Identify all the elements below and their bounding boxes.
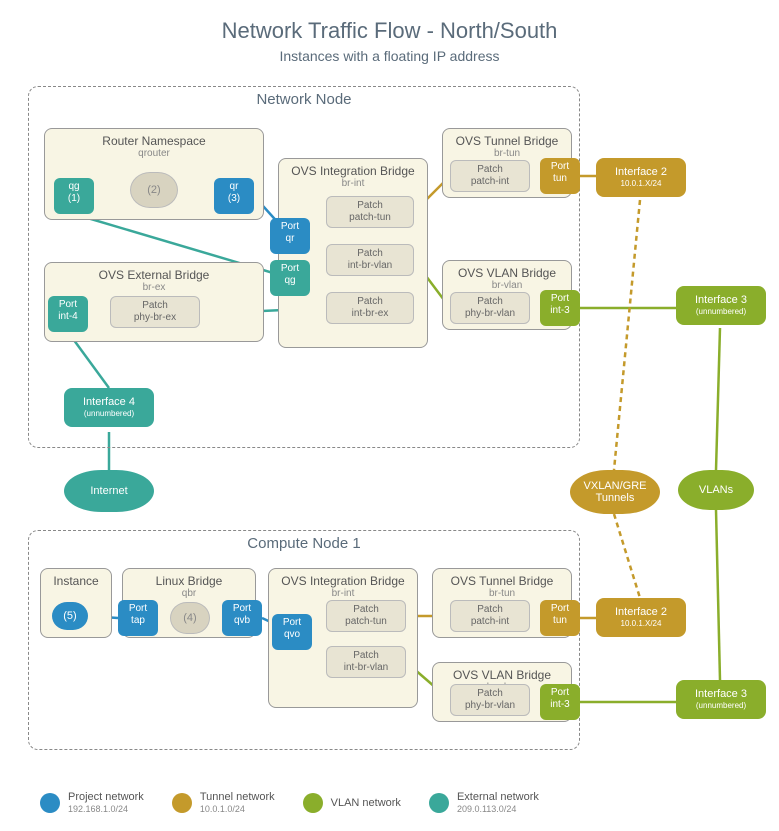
box-title: Linux Bridge [123,569,255,588]
box-title: OVS VLAN Bridge [443,261,571,280]
patch-int_br_vlan_c: Patchint-br-vlan [326,646,406,678]
legend-item-external: External network209.0.113.0/24 [429,791,539,815]
patch-phy_br_vlan_c: Patchphy-br-vlan [450,684,530,716]
port-port_tun_n: Porttun [540,158,580,194]
cloud-c5: (5) [52,602,88,630]
port-port_tun_c: Porttun [540,600,580,636]
interface-if4: Interface 4(unnumbered) [64,388,154,427]
patch-int_br_vlan_n: Patchint-br-vlan [326,244,414,276]
port-port_int3_c: Portint-3 [540,684,580,720]
port-port_qvo: Portqvo [272,614,312,650]
legend-item-tunnel: Tunnel network10.0.1.0/24 [172,791,275,815]
group-title: Compute Node 1 [29,535,579,552]
legend-label: External network209.0.113.0/24 [457,791,539,815]
port-port_int4: Portint-4 [48,296,88,332]
cloud-vxlan: VXLAN/GRETunnels [570,470,660,514]
patch-patch_int_c: Patchpatch-int [450,600,530,632]
box-subtitle: br-tun [433,588,571,599]
box-title: OVS External Bridge [45,263,263,282]
box-title: Router Namespace [45,129,263,148]
legend: Project network192.168.1.0/24 Tunnel netw… [40,791,759,815]
box-subtitle: qbr [123,588,255,599]
diagram-title: Network Traffic Flow - North/South [0,0,779,44]
legend-item-project: Project network192.168.1.0/24 [40,791,144,815]
port-port_qg: Portqg [270,260,310,296]
port-port_qr: Portqr [270,218,310,254]
box-title: OVS VLAN Bridge [433,663,571,682]
box-title: OVS Integration Bridge [269,569,417,588]
interface-if3_c: Interface 3(unnumbered) [676,680,766,719]
legend-label: VLAN network [331,797,401,809]
legend-dot [172,793,192,813]
port-qr: qr(3) [214,178,254,214]
cloud-vlans: VLANs [678,470,754,510]
port-qg: qg(1) [54,178,94,214]
diagram-subtitle: Instances with a floating IP address [0,48,779,64]
legend-dot [429,793,449,813]
legend-dot [40,793,60,813]
legend-label: Project network192.168.1.0/24 [68,791,144,815]
box-title: Instance [41,569,111,588]
patch-int_br_ex: Patchint-br-ex [326,292,414,324]
cloud-c4: (4) [170,602,210,634]
legend-item-vlan: VLAN network [303,791,401,815]
group-title: Network Node [29,91,579,108]
box-subtitle: br-int [269,588,417,599]
box-title: OVS Tunnel Bridge [433,569,571,588]
port-port_qvb: Portqvb [222,600,262,636]
box-subtitle: br-int [279,178,427,189]
box-title: OVS Integration Bridge [279,159,427,178]
port-port_tap: Porttap [118,600,158,636]
patch-patch_int_n: Patchpatch-int [450,160,530,192]
patch-phy_br_vlan_n: Patchphy-br-vlan [450,292,530,324]
cloud-internet: Internet [64,470,154,512]
cloud-c2: (2) [130,172,178,208]
legend-label: Tunnel network10.0.1.0/24 [200,791,275,815]
port-port_int3_n: Portint-3 [540,290,580,326]
patch-phy_br_ex: Patchphy-br-ex [110,296,200,328]
interface-if2_c: Interface 210.0.1.X/24 [596,598,686,637]
legend-dot [303,793,323,813]
interface-if2_n: Interface 210.0.1.X/24 [596,158,686,197]
interface-if3_n: Interface 3(unnumbered) [676,286,766,325]
box-title: OVS Tunnel Bridge [443,129,571,148]
patch-patch_tun_n: Patchpatch-tun [326,196,414,228]
patch-patch_tun_c: Patchpatch-tun [326,600,406,632]
box-subtitle: qrouter [45,148,263,159]
box-subtitle: br-ex [45,282,263,293]
